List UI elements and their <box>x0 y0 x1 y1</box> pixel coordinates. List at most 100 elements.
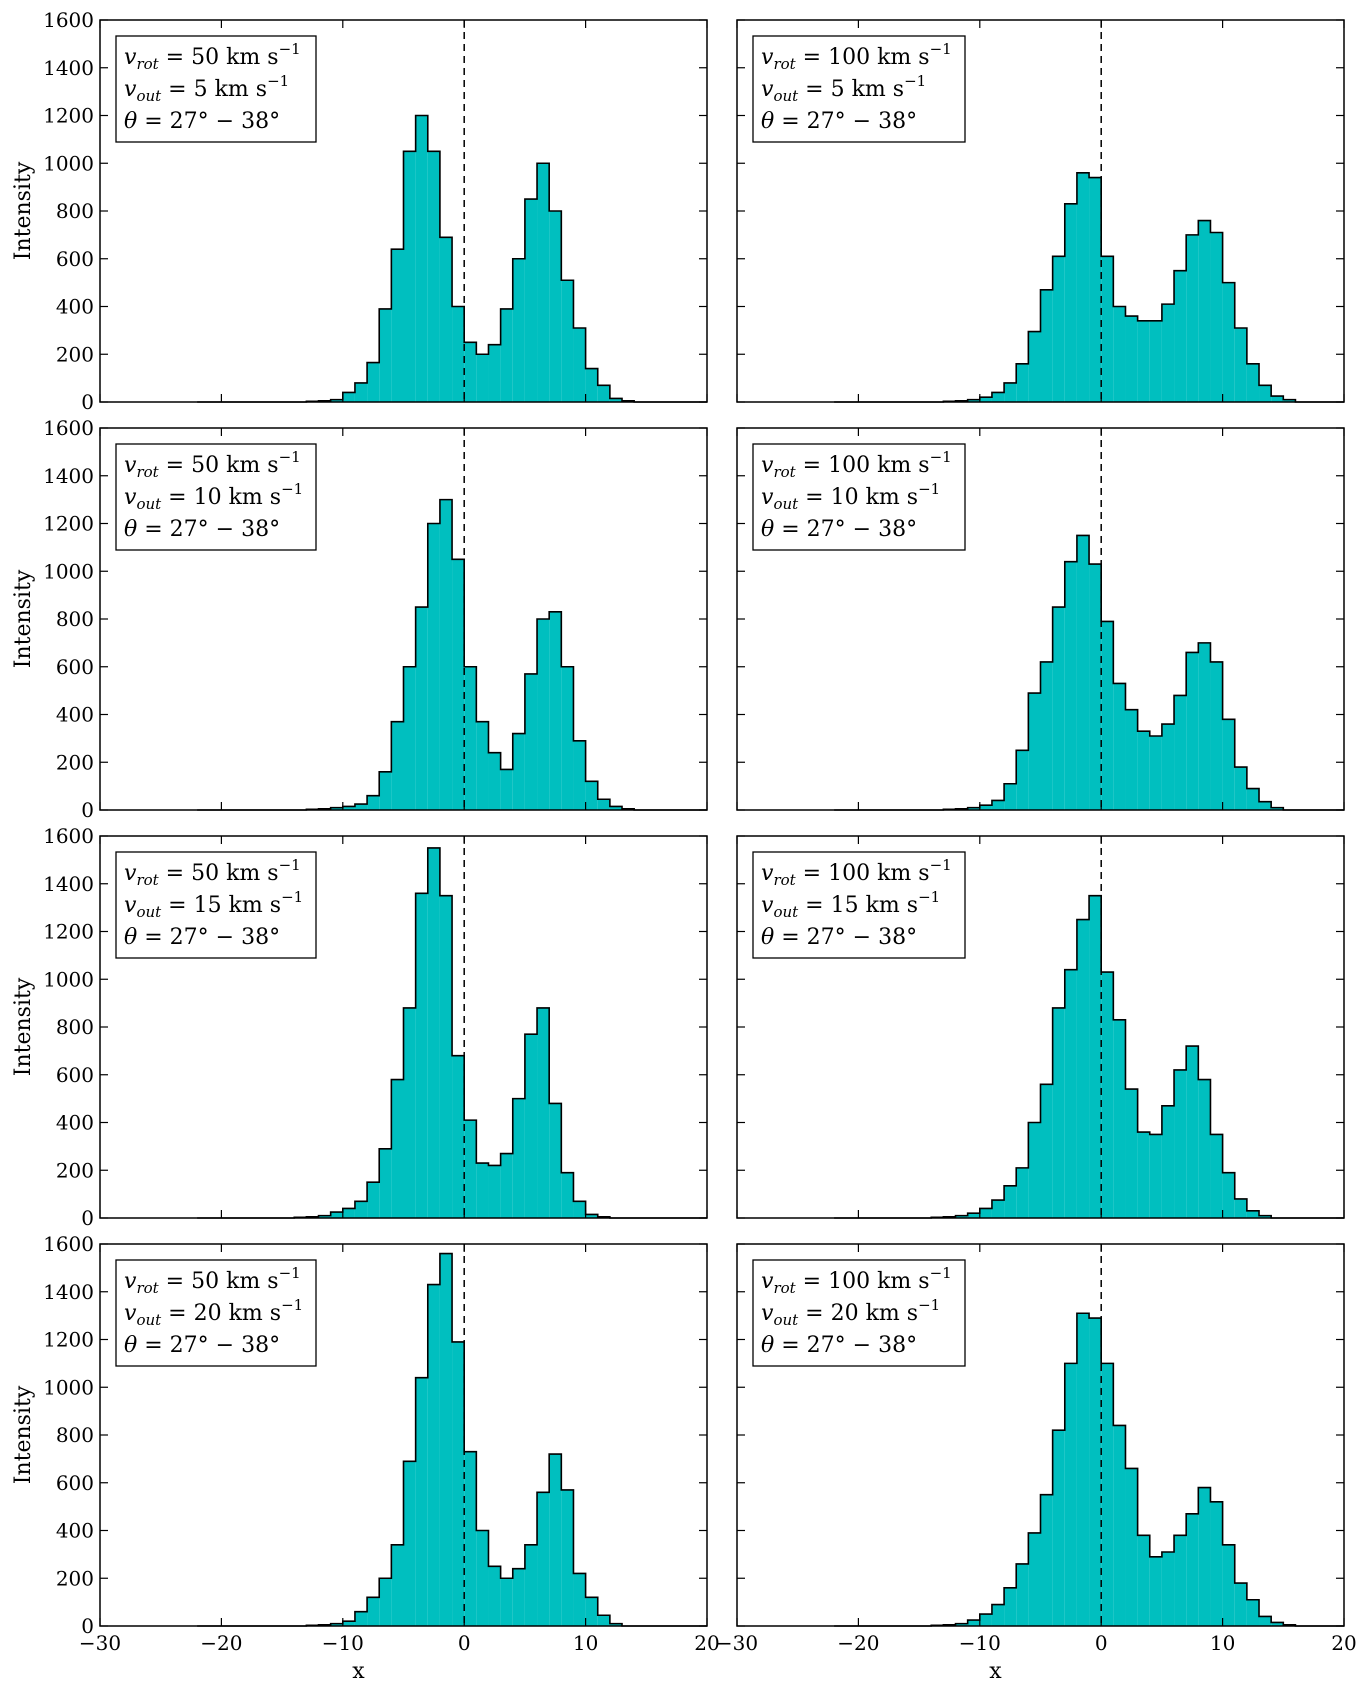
histogram-bar <box>1210 1501 1223 1626</box>
histogram-bars <box>943 172 1296 402</box>
legend-box <box>115 851 317 959</box>
histogram-bar <box>979 805 992 810</box>
histogram-bar <box>342 1621 355 1626</box>
y-tick-label: 0 <box>81 1614 94 1638</box>
histogram-bars <box>943 535 1284 810</box>
histogram-bar <box>979 1614 992 1626</box>
histogram-outline <box>197 847 707 1219</box>
histogram-bar <box>1198 1487 1211 1626</box>
histogram-outline <box>197 114 707 403</box>
histogram-bar <box>524 199 538 402</box>
x-axis-label: x <box>352 1659 365 1684</box>
histogram-bar <box>427 847 440 1218</box>
histogram-bar <box>1028 331 1041 402</box>
histogram-bars <box>306 499 635 810</box>
histogram-bar <box>488 1566 501 1626</box>
histogram-bar <box>609 806 623 810</box>
histogram-bar <box>1125 1468 1138 1626</box>
histogram-bar <box>367 1597 380 1626</box>
y-tick-label: 800 <box>56 1423 94 1447</box>
histogram-bar <box>439 895 453 1218</box>
y-tick-label: 800 <box>56 1015 94 1039</box>
histogram-outline <box>197 1252 707 1627</box>
histogram-bar <box>354 382 368 402</box>
histogram-bar <box>379 771 392 810</box>
histogram-bar <box>512 258 525 402</box>
histogram-bar <box>415 893 428 1218</box>
histogram-bar <box>1064 561 1077 810</box>
histogram-bar <box>1174 270 1187 402</box>
histogram-bar <box>1137 1132 1150 1218</box>
histogram-bar <box>512 733 525 810</box>
histogram-bar <box>1101 1363 1114 1626</box>
histogram-bar <box>1004 783 1017 810</box>
x-tick-label: 0 <box>1095 1631 1108 1655</box>
histogram-bar <box>1137 1535 1150 1626</box>
histogram-bar <box>1271 807 1284 810</box>
histogram-bar <box>512 1568 525 1626</box>
histogram-bar <box>561 1172 574 1218</box>
histogram-bar <box>452 559 465 810</box>
histogram-bar <box>354 1201 368 1218</box>
y-tick-label: 200 <box>56 1566 94 1590</box>
legend-line-2: vout = 10 km s−1 <box>761 480 940 513</box>
histogram-bar <box>585 1597 598 1626</box>
histogram-outline <box>834 894 1344 1219</box>
histogram-bar <box>967 807 980 810</box>
histogram-outline <box>834 534 1344 811</box>
legend-line-1: vrot = 50 km s−1 <box>124 40 301 73</box>
histogram-bar <box>1246 788 1260 810</box>
histogram-bar <box>512 1098 525 1218</box>
histogram-panel-3: 0 200 400 600 800 1000 1200 1400 1600 Intensity vr… <box>11 416 708 822</box>
histogram-bar <box>573 327 586 402</box>
y-tick-label: 1600 <box>43 824 94 848</box>
y-tick-label: 800 <box>56 607 94 631</box>
histogram-bar <box>991 1604 1005 1626</box>
histogram-bar <box>1234 327 1247 402</box>
histogram-bar <box>1271 396 1284 402</box>
histogram-bar <box>1089 895 1102 1218</box>
histogram-bar <box>979 1208 992 1218</box>
histogram-bar <box>561 280 574 402</box>
legend-line-3: θ = 27° − 38° <box>761 925 917 950</box>
histogram-bar <box>1149 1134 1162 1218</box>
histogram-bar <box>452 306 465 402</box>
histogram-bar <box>549 1454 562 1626</box>
y-tick-label: 1400 <box>43 464 94 488</box>
histogram-bar <box>1076 172 1090 402</box>
y-axis-label: Intensity <box>11 161 36 260</box>
histogram-panel-1: 0 200 400 600 800 1000 1200 1400 1600 Intensity vr… <box>11 8 708 414</box>
legend-box <box>752 443 966 551</box>
histogram-bar <box>537 619 550 810</box>
legend-line-3: θ = 27° − 38° <box>761 109 917 134</box>
histogram-bar <box>1210 232 1223 402</box>
histogram-bar <box>967 1620 980 1626</box>
legend-line-3: θ = 27° − 38° <box>761 517 917 542</box>
histogram-bar <box>1234 1583 1247 1626</box>
histogram-bar <box>1028 693 1041 810</box>
histogram-bar <box>1113 683 1126 810</box>
x-tick-label: −20 <box>837 1631 879 1655</box>
histogram-bar <box>1089 1318 1102 1626</box>
histogram-bar <box>597 385 610 402</box>
histogram-bar <box>1113 1425 1126 1626</box>
histogram-bar <box>1198 642 1211 810</box>
legend-line-3: θ = 27° − 38° <box>124 517 280 542</box>
histogram-bar <box>1198 220 1211 402</box>
histogram-bar <box>1186 1513 1199 1626</box>
histogram-bar <box>464 666 477 810</box>
histogram-bar <box>967 399 980 402</box>
histogram-bar <box>391 721 404 810</box>
histogram-bar <box>1246 1210 1260 1218</box>
histogram-bar <box>979 397 992 402</box>
histogram-bar <box>500 769 513 810</box>
x-tick-label: 0 <box>458 1631 471 1655</box>
histogram-bar <box>537 1492 550 1626</box>
histogram-bar <box>1174 695 1187 810</box>
legend-line-2: vout = 20 km s−1 <box>124 1296 303 1329</box>
histogram-bar <box>1076 919 1090 1218</box>
legend-line-1: vrot = 100 km s−1 <box>761 1264 952 1297</box>
histogram-bar <box>967 1213 980 1218</box>
histogram-bar <box>415 115 428 402</box>
